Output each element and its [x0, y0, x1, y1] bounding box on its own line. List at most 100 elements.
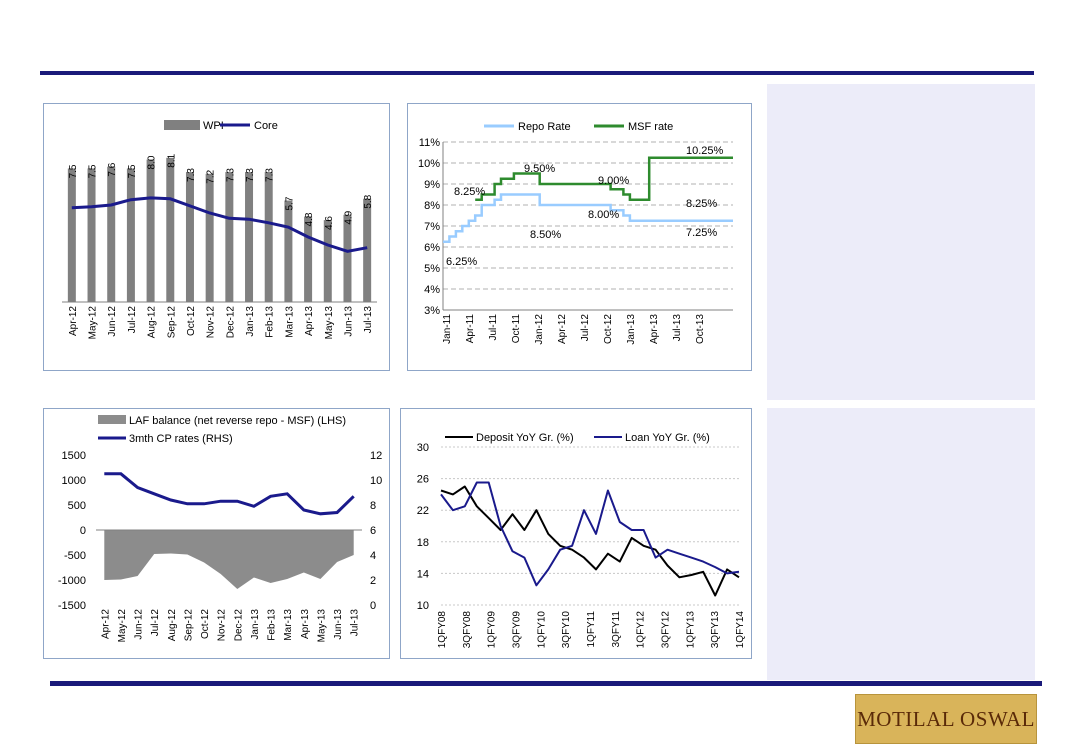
x-tick-label: Mar-13	[284, 306, 295, 338]
x-tick-label: Jan-13	[626, 314, 637, 345]
legend-wpi-label: WPI	[203, 120, 224, 132]
rate-annotation: 9.50%	[524, 163, 555, 175]
x-tick-label: 1QFY10	[536, 611, 547, 649]
commentary-box-bottom	[767, 408, 1035, 680]
x-tick-label: 3QFY10	[561, 611, 572, 649]
deposit-loan-chart: 10 14 18 22 26 30 1QFY08 3QFY08 1QFY09 3QFY09 1QFY…	[417, 432, 746, 649]
x-tick-label: 3QFY11	[611, 611, 622, 648]
x-tick-label: Mar-13	[283, 609, 294, 641]
x-tick-label: Jul-13	[363, 306, 374, 334]
motilal-oswal-logo: MOTILAL OSWAL	[855, 694, 1037, 744]
y-tick-label: 26	[417, 474, 429, 486]
y-left-tick-label: -500	[64, 550, 86, 562]
y-left-tick-label: -1000	[58, 575, 86, 587]
x-tick-label: Aug-12	[147, 306, 158, 339]
rate-annotation: 8.50%	[530, 229, 561, 241]
wpi-bar	[343, 214, 352, 302]
rate-annotation: 10.25%	[686, 145, 724, 157]
x-tick-label: Sep-12	[166, 306, 177, 339]
x-tick-label: Jun-13	[333, 609, 344, 640]
wpi-data-label: 7.3	[245, 168, 256, 182]
y-right-tick-label: 4	[370, 550, 376, 562]
rate-annotation: 9.00%	[598, 175, 629, 187]
y-left-tick-label: 1000	[62, 475, 86, 487]
x-tick-label: Feb-13	[267, 609, 278, 641]
legend-repo-label: Repo Rate	[518, 121, 571, 133]
laf-cp-chart: LAF balance (net reverse repo - MSF) (LH…	[58, 415, 382, 643]
x-tick-label: Nov-12	[206, 306, 217, 339]
y-right-tick-label: 6	[370, 525, 376, 537]
wpi-data-label: 8.0	[147, 155, 158, 169]
wpi-data-label: 7.2	[206, 169, 217, 183]
y-tick-label: 18	[417, 537, 429, 549]
x-tick-label: 1QFY11	[586, 611, 597, 648]
x-tick-label: Jul-12	[580, 314, 591, 342]
x-tick-label: Jan-11	[442, 314, 453, 344]
rate-annotation: 8.00%	[588, 209, 619, 221]
wpi-data-label: 7.5	[88, 164, 99, 178]
laf-chart-panel: LAF balance (net reverse repo - MSF) (LH…	[43, 408, 390, 659]
x-tick-label: 1QFY12	[636, 611, 647, 649]
rate-annotation: 8.25%	[686, 198, 717, 210]
wpi-bar	[205, 173, 214, 302]
y-left-tick-label: 0	[80, 525, 86, 537]
wpi-bar	[166, 157, 175, 302]
x-tick-label: May-13	[316, 609, 327, 643]
x-tick-label: 1QFY13	[685, 611, 696, 649]
rate-annotation: 7.25%	[686, 227, 717, 239]
wpi-bar	[107, 166, 116, 302]
legend-cp-label: 3mth CP rates (RHS)	[129, 433, 233, 445]
legend-msf-label: MSF rate	[628, 121, 673, 133]
wpi-bar	[323, 220, 332, 302]
x-tick-label: Apr-13	[300, 609, 311, 639]
wpi-bar	[146, 159, 155, 302]
wpi-data-label: 7.5	[127, 164, 138, 178]
x-tick-label: 3QFY12	[661, 611, 672, 649]
wpi-data-label: 5.7	[284, 196, 295, 210]
x-tick-label: Apr-12	[68, 306, 79, 336]
x-tick-label: Apr-12	[100, 609, 111, 639]
wpi-bar	[264, 172, 273, 302]
x-tick-label: 3QFY13	[710, 611, 721, 649]
repo-rate-line	[443, 193, 733, 244]
y-tick-label: 11%	[419, 137, 440, 149]
wpi-data-label: 5.8	[363, 194, 374, 208]
x-tick-label: Aug-12	[167, 609, 178, 642]
x-tick-label: Apr-13	[649, 314, 660, 344]
x-tick-label: Apr-11	[465, 314, 476, 344]
x-tick-label: Oct-13	[695, 314, 706, 344]
x-tick-label: May-13	[324, 306, 335, 340]
core-line	[71, 196, 368, 253]
commentary-box-top	[767, 84, 1035, 400]
x-tick-label: Apr-12	[557, 314, 568, 344]
x-tick-label: Jul-12	[127, 306, 138, 334]
wpi-bar	[126, 168, 135, 302]
y-tick-label: 30	[417, 442, 429, 454]
y-right-tick-label: 2	[370, 575, 376, 587]
x-tick-label: Jan-12	[534, 314, 545, 345]
logo-text: MOTILAL OSWAL	[857, 706, 1035, 731]
y-tick-label: 4%	[424, 284, 440, 296]
x-tick-label: May-12	[88, 306, 99, 340]
wpi-bar	[363, 198, 372, 302]
y-right-tick-label: 8	[370, 500, 376, 512]
wpi-bar	[185, 172, 194, 302]
y-tick-label: 8%	[424, 200, 440, 212]
wpi-data-label: 7.3	[225, 168, 236, 182]
y-right-tick-label: 10	[370, 475, 382, 487]
legend-laf-label: LAF balance (net reverse repo - MSF) (LH…	[129, 415, 346, 427]
y-tick-label: 5%	[424, 263, 440, 275]
legend-laf-swatch	[98, 415, 126, 424]
x-tick-label: Jul-11	[488, 314, 499, 341]
y-tick-label: 9%	[424, 179, 440, 191]
cp-rate-line	[104, 472, 355, 516]
x-tick-label: Nov-12	[217, 609, 228, 642]
bottom-rule	[50, 681, 1042, 686]
wpi-core-chart: WPI Core 7.5 Apr-12 7.5 May-12 7.6 Jun-12 7.5 Jul…	[62, 120, 377, 340]
wpi-bar	[245, 172, 254, 302]
y-left-tick-label: 1500	[62, 450, 86, 462]
x-tick-label: Dec-12	[225, 306, 236, 339]
x-tick-label: 1QFY09	[487, 611, 498, 649]
y-right-tick-label: 0	[370, 600, 376, 612]
legend-loan-label: Loan YoY Gr. (%)	[625, 432, 710, 444]
